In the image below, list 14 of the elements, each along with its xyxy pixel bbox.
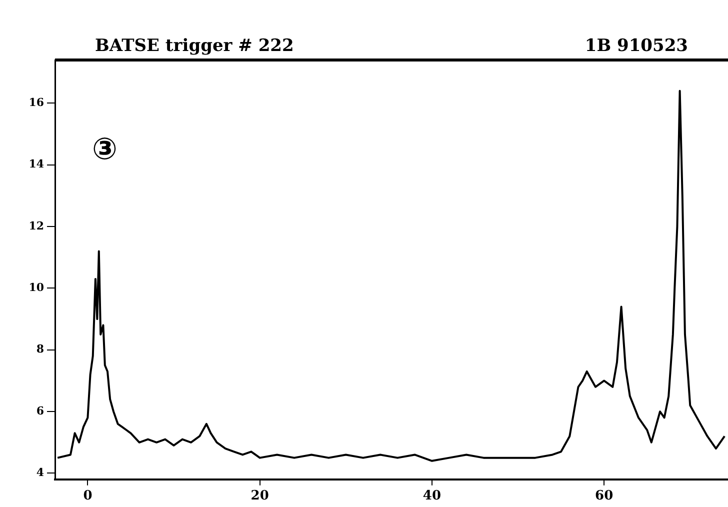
y-tick-label: 10 bbox=[28, 281, 44, 294]
x-tick-label: 60 bbox=[595, 488, 614, 504]
y-tick-label: 6 bbox=[36, 404, 44, 418]
x-tick-label: 20 bbox=[250, 488, 269, 504]
y-tick-label: 8 bbox=[36, 342, 44, 356]
x-tick-label: 40 bbox=[422, 488, 441, 504]
annotation: ③ bbox=[92, 132, 118, 167]
y-tick-label: 12 bbox=[28, 219, 44, 232]
y-tick-label: 14 bbox=[28, 158, 44, 171]
x-tick-label: 0 bbox=[83, 488, 92, 504]
chart-title: BATSE trigger # 222 bbox=[95, 36, 294, 56]
y-tick-label: 16 bbox=[28, 96, 44, 110]
y-tick-label: 4 bbox=[36, 466, 44, 480]
chart-subtitle: 1B 910523 bbox=[584, 36, 688, 56]
